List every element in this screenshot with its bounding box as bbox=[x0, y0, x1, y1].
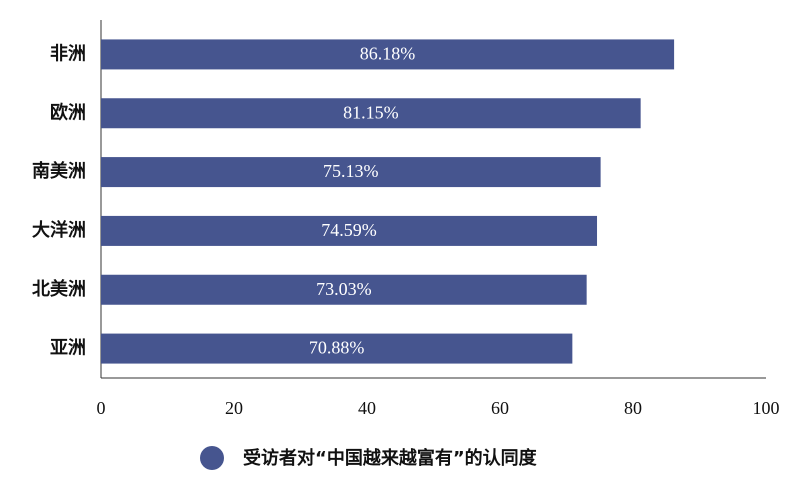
bar bbox=[101, 274, 587, 305]
x-tick-label: 20 bbox=[225, 398, 243, 418]
x-tick-label: 60 bbox=[491, 398, 509, 418]
y-tick-label: 非洲 bbox=[50, 42, 86, 64]
bar bbox=[101, 39, 675, 70]
legend-marker bbox=[200, 446, 224, 470]
value-label: 86.18% bbox=[360, 44, 416, 64]
x-tick-label: 80 bbox=[624, 398, 642, 418]
y-tick-label: 欧洲 bbox=[50, 101, 86, 123]
value-label: 75.13% bbox=[323, 161, 379, 181]
y-tick-label: 南美洲 bbox=[32, 160, 86, 182]
y-tick-label: 亚洲 bbox=[50, 338, 86, 359]
y-tick-label: 北美洲 bbox=[32, 278, 86, 300]
value-label: 81.15% bbox=[343, 102, 399, 122]
bar bbox=[101, 157, 601, 188]
value-label: 70.88% bbox=[309, 338, 365, 358]
value-label: 74.59% bbox=[321, 220, 377, 240]
bar bbox=[101, 215, 598, 246]
value-label: 73.03% bbox=[316, 279, 372, 299]
y-tick-label: 大洋洲 bbox=[32, 219, 86, 241]
legend-label: 受访者对“中国越来越富有”的认同度 bbox=[243, 447, 538, 469]
x-tick-label: 40 bbox=[358, 398, 376, 418]
x-tick-label: 0 bbox=[97, 398, 106, 418]
bar bbox=[101, 333, 573, 364]
bar bbox=[101, 98, 641, 129]
x-tick-label: 100 bbox=[753, 398, 780, 418]
